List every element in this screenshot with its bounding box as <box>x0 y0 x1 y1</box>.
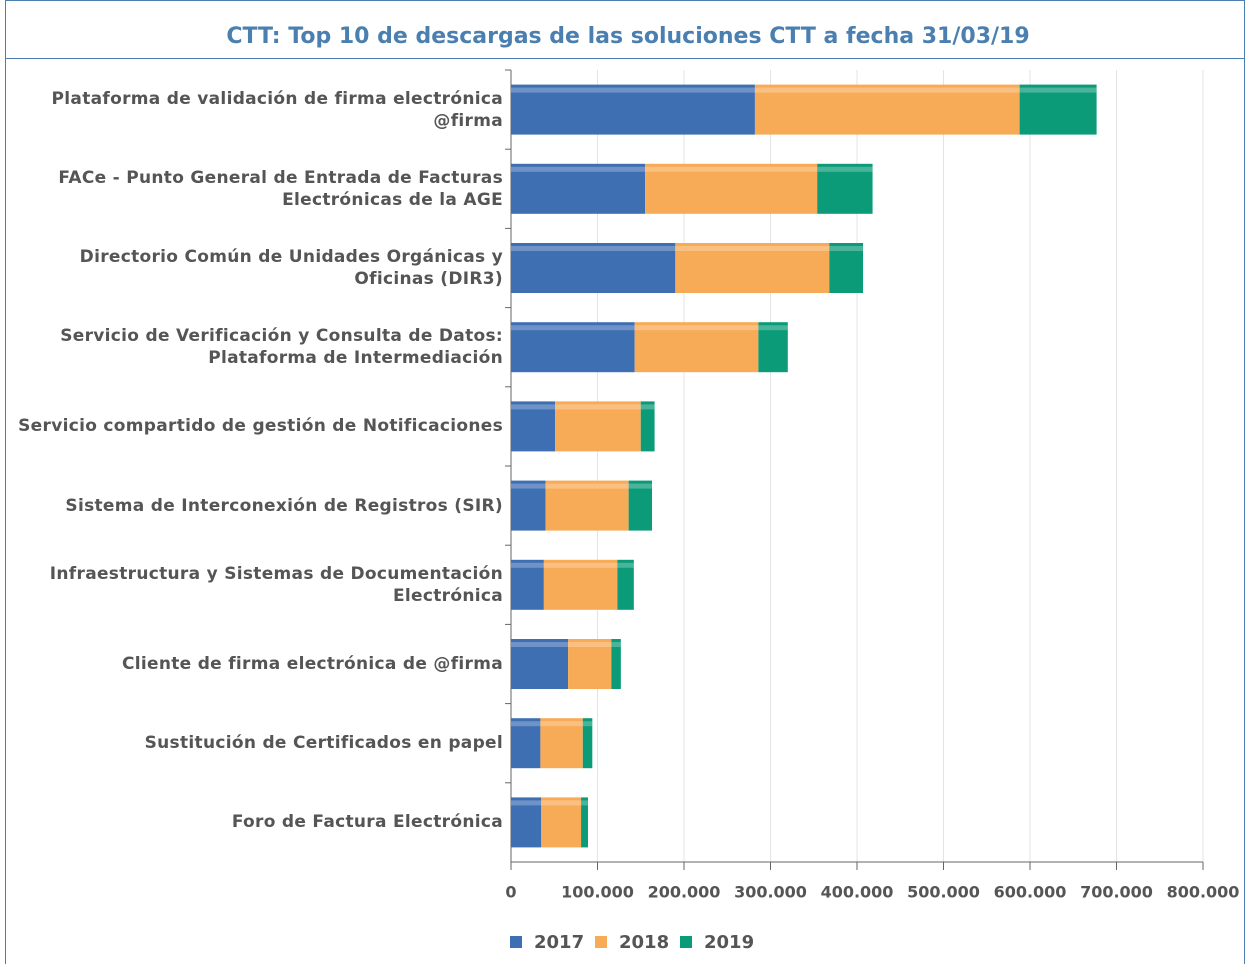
bar-segment <box>511 401 556 452</box>
bar-segment <box>611 639 621 689</box>
bar-segment <box>628 480 652 531</box>
chart-title: CTT: Top 10 de descargas de las solucion… <box>226 24 1029 49</box>
bar-highlight <box>511 404 556 410</box>
bar-segment <box>675 243 830 293</box>
bar-highlight <box>511 721 541 727</box>
x-tick-label: 600.000 <box>994 883 1067 902</box>
bar-segment <box>511 559 544 610</box>
bar-segment <box>758 322 788 373</box>
bar-highlight <box>545 483 629 489</box>
bar-highlight <box>617 562 634 568</box>
bar-segment <box>541 797 582 848</box>
x-tick-label: 800.000 <box>1167 883 1240 902</box>
bar-highlight <box>634 325 759 331</box>
legend-label: 2018 <box>619 932 669 953</box>
bar-highlight <box>640 404 655 410</box>
x-tick-label: 200.000 <box>648 883 721 902</box>
y-tick-label: Plataforma de validación de firma electr… <box>51 88 503 131</box>
bar-segment <box>645 163 818 214</box>
bar-segment <box>511 243 676 293</box>
x-tick-label: 700.000 <box>1080 883 1153 902</box>
bar-highlight <box>675 246 830 251</box>
bar-highlight <box>511 87 755 93</box>
bar-segment <box>511 322 635 373</box>
y-tick-label: Foro de Factura Electrónica <box>231 812 503 833</box>
bar-highlight <box>758 325 788 331</box>
bar-highlight <box>1019 87 1097 93</box>
bar-highlight <box>611 642 621 647</box>
bar-highlight <box>511 800 542 806</box>
bar-segment <box>817 163 873 214</box>
bar-highlight <box>568 642 612 647</box>
bar-highlight <box>817 166 873 172</box>
bar-highlight <box>511 325 635 331</box>
legend-label: 2019 <box>704 932 754 953</box>
y-tick-label: FACe - Punto General de Entrada de Factu… <box>58 167 503 210</box>
bar-segment <box>1019 84 1097 135</box>
x-tick-label: 400.000 <box>821 883 894 902</box>
bar-segment <box>540 718 583 769</box>
bar-segment <box>511 797 542 848</box>
bar-segment <box>568 639 612 689</box>
bar-segment <box>634 322 759 373</box>
legend-swatch <box>510 936 522 948</box>
bar-highlight <box>754 87 1020 93</box>
y-tick-label: Servicio compartido de gestión de Notifi… <box>18 416 503 437</box>
bar-segment <box>543 559 618 610</box>
y-tick-label: Servicio de Verificación y Consulta de D… <box>60 326 503 369</box>
bar-highlight <box>555 404 641 410</box>
x-tick-label: 500.000 <box>907 883 980 902</box>
bar-segment <box>545 480 629 531</box>
bar-segment <box>754 84 1020 135</box>
bar-highlight <box>541 800 582 806</box>
y-tick-label: Sustitución de Certificados en papel <box>144 733 503 754</box>
bar-highlight <box>511 483 546 489</box>
x-tick-label: 0 <box>505 883 516 902</box>
legend-swatch <box>680 936 692 948</box>
y-tick-label: Cliente de firma electrónica de @firma <box>121 654 503 674</box>
y-tick-label: Directorio Común de Unidades Orgánicas y… <box>79 247 503 289</box>
bar-segment <box>511 84 755 135</box>
bar-highlight <box>628 483 652 489</box>
legend-swatch <box>595 936 607 948</box>
bar-highlight <box>511 562 544 568</box>
legend-label: 2017 <box>534 932 584 953</box>
bar-segment <box>511 163 646 214</box>
bar-segment <box>582 718 593 769</box>
bar-highlight <box>511 642 569 647</box>
x-tick-label: 100.000 <box>561 883 634 902</box>
y-tick-label: Sistema de Interconexión de Registros (S… <box>65 495 503 516</box>
bar-segment <box>511 480 546 531</box>
bar-segment <box>640 401 655 452</box>
bar-segment <box>581 797 588 848</box>
x-tick-label: 300.000 <box>734 883 807 902</box>
bar-segment <box>555 401 641 452</box>
bar-highlight <box>582 721 593 727</box>
bar-segment <box>617 559 634 610</box>
bar-segment <box>829 243 864 293</box>
bar-highlight <box>511 166 646 172</box>
bar-highlight <box>829 246 864 251</box>
title-rule <box>5 58 1245 59</box>
bar-highlight <box>543 562 618 568</box>
bar-highlight <box>540 721 583 727</box>
bar-highlight <box>581 800 588 806</box>
bar-segment <box>511 718 541 769</box>
bar-segment <box>511 639 569 689</box>
bar-highlight <box>511 246 676 251</box>
y-tick-label: Infraestructura y Sistemas de Documentac… <box>49 563 503 606</box>
bar-highlight <box>645 166 818 172</box>
